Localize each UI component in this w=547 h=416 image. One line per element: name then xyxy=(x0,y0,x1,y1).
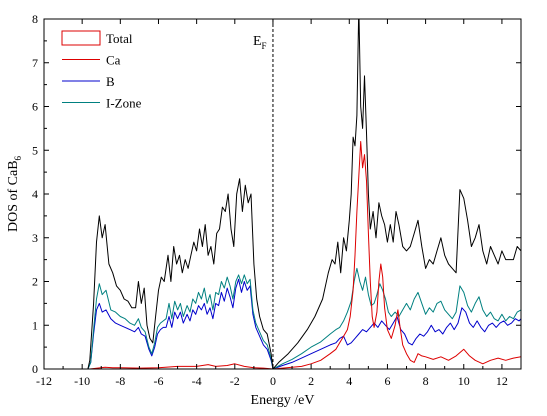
legend-swatch-total xyxy=(61,30,101,46)
x-tick-label: 6 xyxy=(384,374,390,388)
x-tick-label: 12 xyxy=(496,374,508,388)
fermi-label: EF xyxy=(253,34,267,51)
x-tick-label: 10 xyxy=(458,374,470,388)
series-layer xyxy=(44,19,521,369)
y-tick-label: 7 xyxy=(32,56,38,70)
y-axis-label-main: DOS of CaB xyxy=(6,160,21,232)
x-tick-label: -12 xyxy=(36,374,52,388)
y-tick-label: 2 xyxy=(32,275,38,289)
series-line-ca xyxy=(44,141,521,369)
x-tick-label: 0 xyxy=(270,374,276,388)
y-tick-label: 6 xyxy=(32,100,38,114)
x-axis-label: Energy /eV xyxy=(251,393,315,408)
x-tick-label: -8 xyxy=(115,374,125,388)
y-tick-label: 3 xyxy=(32,231,38,245)
y-tick-label: 4 xyxy=(32,187,38,201)
x-tick-label: -10 xyxy=(74,374,90,388)
y-axis-label-sub: 6 xyxy=(13,155,23,160)
fermi-label-main: E xyxy=(253,34,262,49)
legend-label-ca: Ca xyxy=(106,53,121,68)
x-tick-label: 8 xyxy=(423,374,429,388)
legend: Total Ca B I-Zone xyxy=(61,30,142,111)
y-tick-label: 0 xyxy=(32,362,38,376)
y-tick-label: 1 xyxy=(32,318,38,332)
y-tick-label: 5 xyxy=(32,143,38,157)
y-tick-label: 8 xyxy=(32,12,38,26)
legend-label-i-zone: I-Zone xyxy=(106,96,142,111)
series-line-b xyxy=(44,278,521,369)
fermi-label-sub: F xyxy=(262,41,267,51)
series-line-total xyxy=(44,19,521,369)
legend-label-total: Total xyxy=(106,31,133,46)
series-line-i-zone xyxy=(44,267,521,369)
x-tick-label: -4 xyxy=(192,374,202,388)
x-tick-label: -6 xyxy=(153,374,163,388)
x-tick-label: -2 xyxy=(230,374,240,388)
x-tick-label: 4 xyxy=(346,374,352,388)
y-axis-label: DOS of CaB6 xyxy=(6,155,23,232)
x-tick-label: 2 xyxy=(308,374,314,388)
legend-label-b: B xyxy=(106,74,115,89)
